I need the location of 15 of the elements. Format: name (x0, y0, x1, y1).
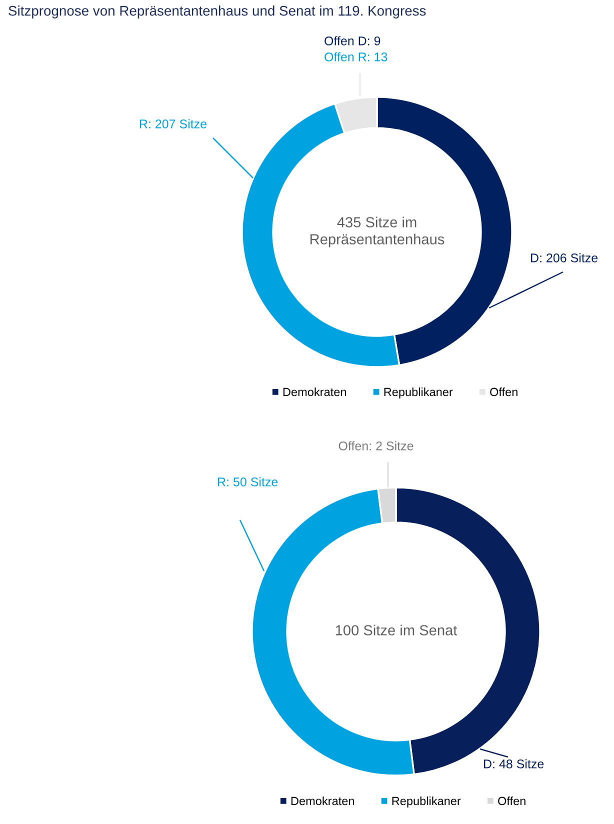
legend-label: Republikaner (384, 387, 453, 399)
legend-label: Demokraten (291, 796, 354, 806)
legend-label: Demokraten (283, 387, 346, 396)
legend-label: Republikaner (392, 796, 461, 808)
data-label: R: 50 Sitze (218, 477, 278, 486)
data-label: Offen D: 9 Offen R: 13 (324, 36, 388, 62)
text: 435 Sitze im Repräsentantenhaus (310, 216, 444, 248)
legend-label: Offen (498, 796, 526, 806)
data-label: D: 48 Sitze (484, 759, 544, 768)
data-label: R: 207 Sitze (140, 119, 206, 128)
data-label: Offen: 2 Sitze (338, 441, 414, 450)
text: 100 Sitze im Senat (336, 624, 458, 636)
data-label: D: 206 Sitze (531, 253, 598, 262)
chart-title: Sitzprognose von Repräsentantenhaus und Senat im 119. Kongress (8, 6, 426, 18)
legend-label: Offen (490, 388, 518, 396)
